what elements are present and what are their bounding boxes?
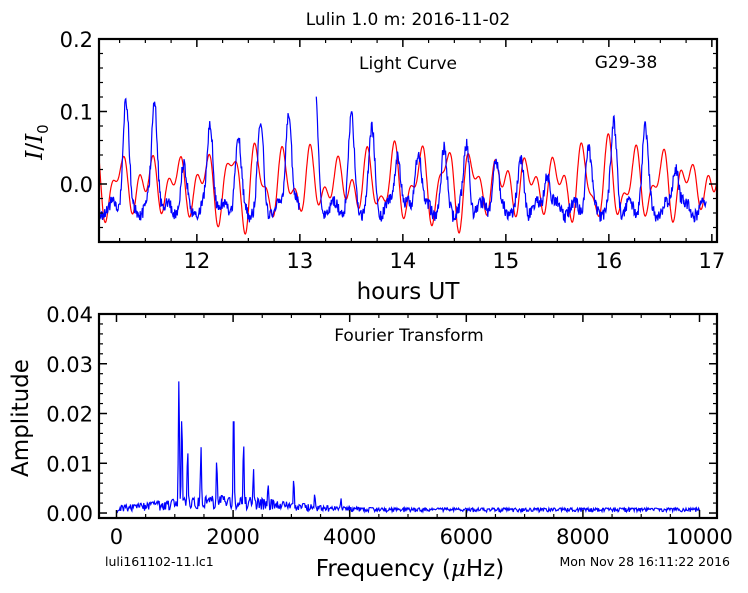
light-curve-x-axis-label: hours UT [357,279,461,305]
star-name-label: G29-38 [595,53,658,73]
light-curve-plot-area [99,96,717,235]
x-tick-label: 12 [183,249,210,273]
fourier-panel: 0 2000 4000 6000 8000 10000 0.00 0.01 0.02 0.03 0.… [8,303,733,582]
y-tick-label: 0.00 [46,502,93,526]
y-tick-label: 0.0 [60,173,93,197]
x-tick-label: 13 [286,249,313,273]
x-tick-label: 16 [595,249,622,273]
fourier-y-axis-label: Amplitude [8,359,34,477]
y-tick-label: 0.1 [60,101,93,125]
light-curve-y-axis-label: I/I0 [22,124,52,160]
x-tick-label: 4000 [323,525,376,549]
light-curve-ticks: 12 13 14 15 16 17 0.0 0.1 0.2 [60,28,726,273]
fourier-ticks: 0 2000 4000 6000 8000 10000 0.00 0.01 0.02 0.03 0.… [46,303,733,549]
fourier-x-axis-label: Frequency (μHz) [316,556,504,582]
x-tick-label: 10000 [666,525,733,549]
x-tick-label: 17 [698,249,725,273]
x-tick-label: 0 [110,525,123,549]
x-tick-label: 15 [492,249,519,273]
x-tick-label: 2000 [206,525,259,549]
y-tick-label: 0.04 [46,303,93,327]
x-tick-label: 14 [389,249,416,273]
footer-timestamp: Mon Nov 28 16:11:22 2016 [559,554,730,569]
x-tick-label: 6000 [440,525,493,549]
x-tick-label: 8000 [556,525,609,549]
fourier-plot-area [116,381,700,514]
spectrum-series-line [116,381,700,514]
model-series-line [99,132,717,235]
footer-filename: luli161102-11.lc1 [105,554,214,569]
light-curve-panel: 12 13 14 15 16 17 0.0 0.1 0.2 Light Curve G29-38… [22,28,725,305]
fourier-annotation: Fourier Transform [334,326,483,346]
observed-series-line [99,96,707,223]
y-tick-label: 0.2 [60,28,93,52]
light-curve-annotation: Light Curve [359,54,457,74]
y-tick-label: 0.03 [46,353,93,377]
figure-title: Lulin 1.0 m: 2016-11-02 [306,10,511,30]
y-tick-label: 0.02 [46,403,93,427]
y-tick-label: 0.01 [46,452,93,476]
